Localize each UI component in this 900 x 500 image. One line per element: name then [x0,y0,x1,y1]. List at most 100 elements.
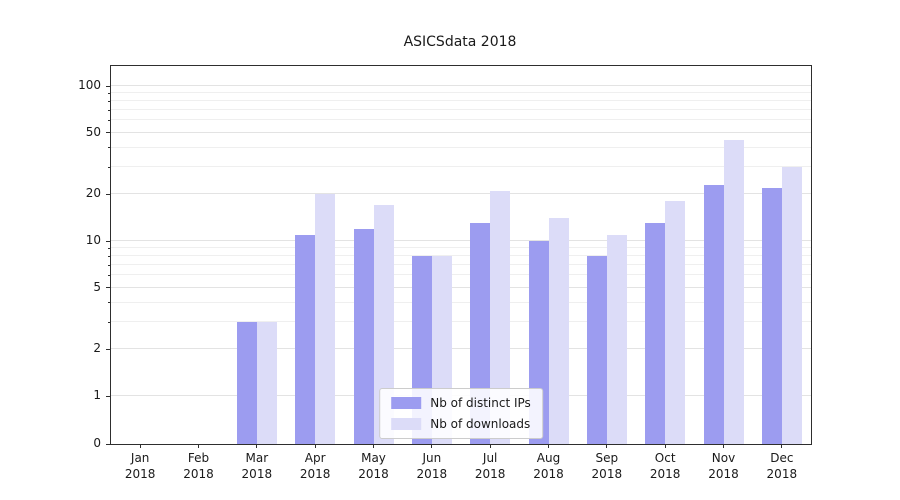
bar-nb-of-distinct-ips-mar-2018 [236,322,257,444]
gridline-minor-4 [111,301,811,303]
x-tick-mark-jul-2018 [489,444,491,448]
chart-title: ASICSdata 2018 [403,34,517,50]
legend-label-distinct-ips: Nb of distinct IPs [430,396,531,410]
y-tick-mark-0 [106,443,111,445]
gridline-minor-60 [111,119,811,121]
x-label-year: 2018 [649,467,681,481]
legend-swatch-downloads [391,418,422,430]
y-tick-mark-2 [106,348,111,350]
plot-area: 0 1 2 5 10 20 50 100 Jan 2018 Feb 2018 Mar 2018 Apr 201… [78,65,812,481]
y-minor-tick-mark-8 [108,255,111,257]
x-label-year: 2018 [533,467,564,481]
y-tick-mark-10 [106,240,111,242]
y-axis-label-100: 100 [78,78,101,92]
y-minor-tick-mark-80 [108,100,111,102]
y-tick-mark-50 [106,132,111,134]
x-axis-label-jan-2018: Jan 2018 [111,450,169,482]
bar-nb-of-downloads-dec-2018 [781,167,802,444]
gridline-minor-70 [111,109,811,111]
y-minor-tick-mark-7 [108,264,111,266]
x-tick-mark-mar-2018 [256,444,258,448]
bar-nb-of-downloads-sep-2018 [606,234,627,444]
bar-nb-of-downloads-mar-2018 [256,322,277,444]
bar-nb-of-distinct-ips-apr-2018 [295,234,316,444]
x-axis-label-oct-2018: Oct 2018 [636,450,694,482]
y-minor-tick-mark-70 [108,109,111,111]
gridline-major-100 [111,85,811,86]
legend-label-downloads: Nb of downloads [430,417,531,431]
gridline-minor-90 [111,92,811,94]
y-axis-label-0: 0 [93,436,101,450]
y-minor-tick-mark-6 [108,274,111,276]
x-tick-mark-oct-2018 [664,444,666,448]
y-tick-mark-20 [106,193,111,195]
x-label-month: Mar [245,451,269,465]
gridline-minor-40 [111,146,811,148]
x-label-year: 2018 [591,467,623,481]
y-axis-label-20: 20 [85,186,101,201]
legend-item-downloads: Nb of downloads [391,417,531,431]
x-axis-label-mar-2018: Mar 2018 [228,450,286,482]
gridline-minor-8 [111,255,811,257]
x-label-year: 2018 [183,467,214,481]
x-label-year: 2018 [358,467,389,481]
x-axis-label-sep-2018: Sep 2018 [578,450,636,482]
bar-nb-of-distinct-ips-nov-2018 [703,184,724,444]
x-label-month: Jul [482,451,498,465]
gridline-major-5 [111,286,811,288]
bar-nb-of-downloads-jul-2018 [490,191,511,444]
x-label-year: 2018 [299,467,331,481]
bar-nb-of-downloads-aug-2018 [548,218,569,444]
gridline-major-50 [111,131,811,133]
bar-nb-of-downloads-oct-2018 [665,201,686,444]
x-axis-label-aug-2018: Aug 2018 [520,450,578,482]
gridline-minor-6 [111,274,811,276]
x-label-month: Jan [130,451,150,465]
gridline-minor-30 [111,166,811,168]
x-tick-mark-jan-2018 [139,444,141,448]
x-label-year: 2018 [124,467,156,481]
y-minor-tick-mark-40 [108,147,111,149]
x-tick-mark-nov-2018 [723,444,724,448]
x-label-month: Sep [595,451,619,465]
y-minor-tick-mark-60 [108,119,111,121]
legend-swatch-distinct-ips [391,397,422,409]
x-label-month: May [361,451,386,465]
x-label-year: 2018 [766,467,798,481]
bar-nb-of-distinct-ips-sep-2018 [586,256,607,444]
x-tick-mark-sep-2018 [606,444,608,448]
x-axis-label-nov-2018: Nov 2018 [695,450,753,482]
bar-nb-of-downloads-apr-2018 [315,194,336,444]
x-label-month: Nov [711,451,736,465]
y-axis-label-2: 2 [93,341,101,356]
x-tick-mark-apr-2018 [314,444,316,448]
x-label-month: Apr [304,451,326,465]
x-label-month: Dec [770,451,794,465]
gridline-major-2 [111,348,811,350]
x-label-month: Oct [654,451,676,465]
gridline-minor-3 [111,321,811,323]
x-axis-label-apr-2018: Apr 2018 [286,450,344,482]
x-axis-label-jun-2018: Jun 2018 [403,450,461,482]
y-minor-tick-mark-4 [108,302,111,304]
legend: Nb of distinct IPs Nb of downloads [379,388,543,439]
gridline-minor-7 [111,264,811,266]
x-label-month: Aug [536,451,561,465]
y-minor-tick-mark-30 [108,166,111,168]
y-minor-tick-mark-90 [108,92,111,94]
bar-nb-of-downloads-nov-2018 [723,139,744,444]
x-tick-mark-aug-2018 [548,444,549,448]
y-axis-label-1: 1 [93,388,101,402]
x-tick-mark-may-2018 [373,444,374,448]
y-minor-tick-mark-3 [108,321,111,323]
bar-nb-of-distinct-ips-dec-2018 [761,187,782,444]
bar-nb-of-distinct-ips-may-2018 [353,228,374,444]
x-tick-mark-jun-2018 [431,444,433,448]
x-axis-label-jul-2018: Jul 2018 [461,450,519,482]
bar-nb-of-downloads-may-2018 [373,205,394,444]
x-label-year: 2018 [708,467,739,481]
x-label-year: 2018 [241,467,273,481]
y-tick-mark-1 [106,395,111,397]
x-label-month: Jun [422,451,442,465]
